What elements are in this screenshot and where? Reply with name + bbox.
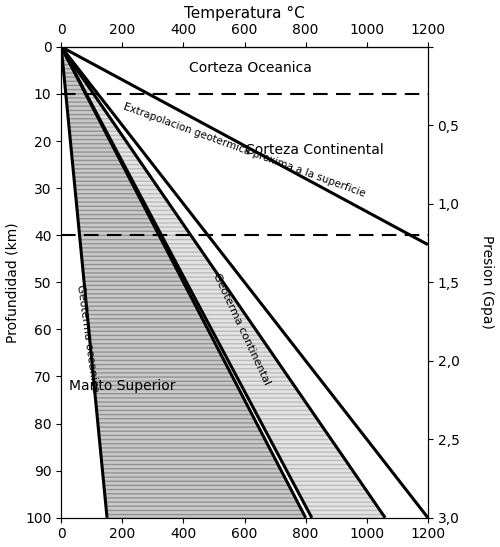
- Polygon shape: [61, 47, 306, 517]
- Text: Corteza Oceanica: Corteza Oceanica: [189, 61, 312, 75]
- Polygon shape: [61, 47, 385, 517]
- Y-axis label: Profundidad (km): Profundidad (km): [6, 222, 20, 342]
- Text: Manto Superior: Manto Superior: [69, 379, 176, 393]
- Y-axis label: Presion (Gpa): Presion (Gpa): [480, 235, 494, 329]
- Text: Geoterma continental: Geoterma continental: [211, 272, 272, 387]
- Text: Extrapolacion geotermica proxima a la superficie: Extrapolacion geotermica proxima a la su…: [122, 102, 367, 199]
- Text: Corteza Continental: Corteza Continental: [246, 143, 384, 158]
- Text: Geoterma oceanica: Geoterma oceanica: [74, 284, 100, 393]
